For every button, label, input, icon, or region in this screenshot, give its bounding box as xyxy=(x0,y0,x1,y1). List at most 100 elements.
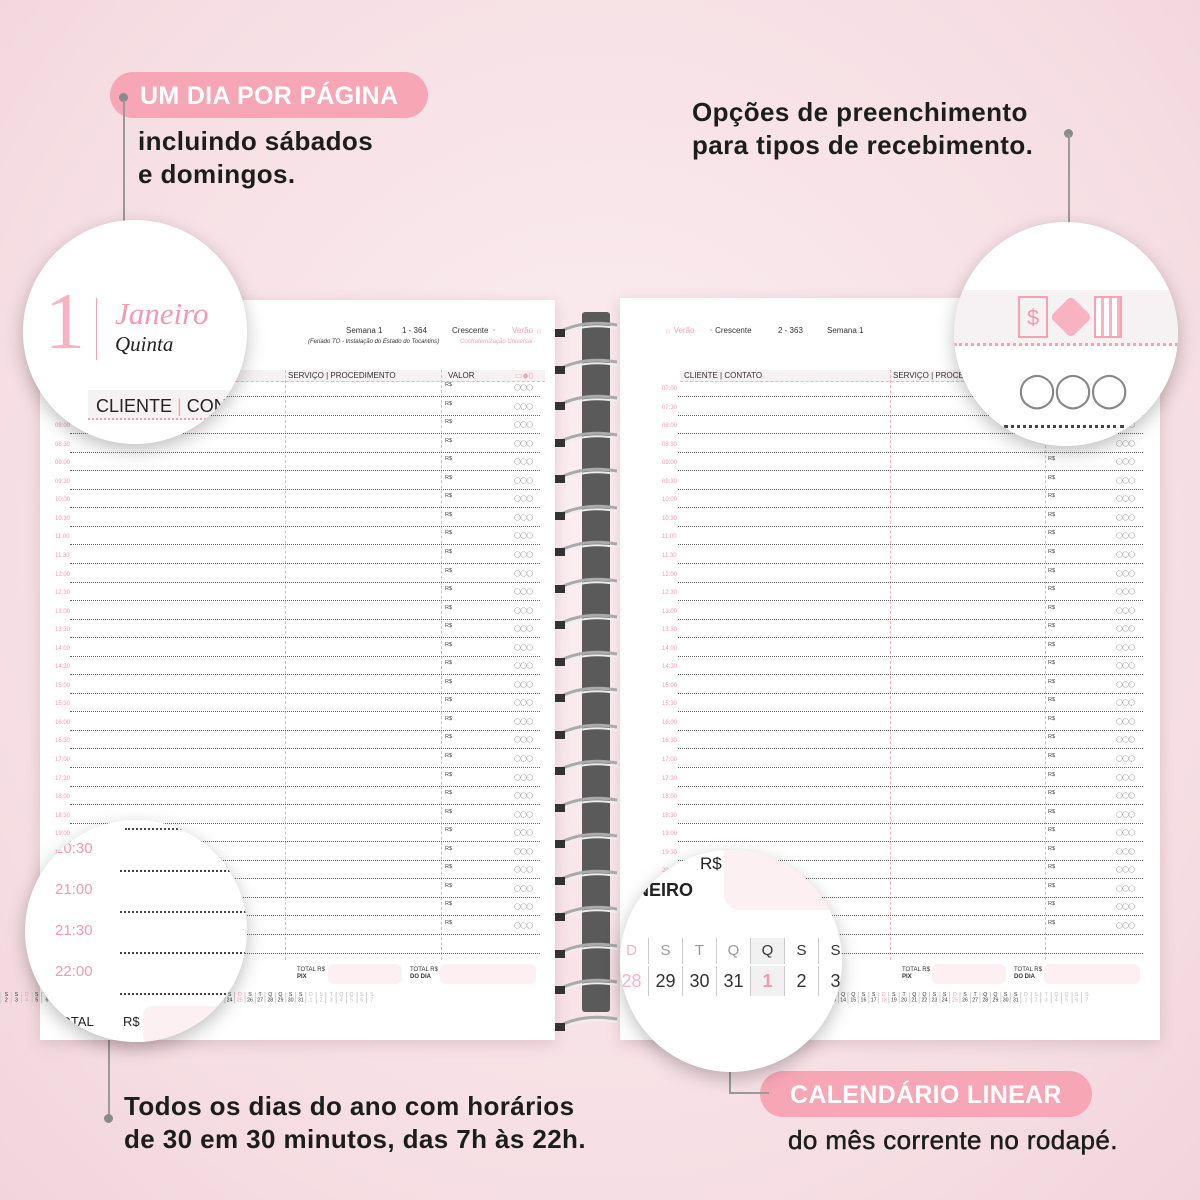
time-slot-row[interactable] xyxy=(70,396,540,397)
payment-checkboxes[interactable]: ◯◯◯ xyxy=(1116,607,1135,614)
time-slot-row[interactable] xyxy=(70,451,540,453)
calendar-day[interactable]: 6 xyxy=(1071,997,1081,1004)
time-slot-row[interactable] xyxy=(678,692,1143,694)
time-slot-row[interactable] xyxy=(678,581,1143,583)
payment-checkboxes[interactable]: ◯◯◯ xyxy=(514,644,533,651)
time-slot-row[interactable] xyxy=(70,414,540,416)
time-slot-row[interactable] xyxy=(70,804,540,806)
time-slot-row[interactable] xyxy=(678,878,1143,880)
time-slot-row[interactable] xyxy=(70,525,540,527)
time-slot-row[interactable] xyxy=(70,878,540,880)
time-slot-row[interactable] xyxy=(678,451,1143,453)
payment-checkboxes[interactable]: ◯◯◯ xyxy=(514,793,533,800)
calendar-day[interactable]: 26 xyxy=(244,997,254,1004)
time-slot-row[interactable] xyxy=(678,933,1143,935)
time-slot-row[interactable] xyxy=(678,748,1143,750)
calendar-day[interactable]: 6 xyxy=(356,997,366,1004)
time-slot-row[interactable] xyxy=(70,562,540,564)
payment-checkboxes[interactable]: ◯◯◯ xyxy=(1116,830,1135,837)
calendar-day[interactable]: 26 xyxy=(959,997,969,1004)
calendar-day[interactable]: 28 xyxy=(264,997,275,1004)
time-slot-row[interactable] xyxy=(678,544,1143,546)
payment-checkboxes[interactable]: ◯◯◯ xyxy=(1116,514,1135,521)
calendar-day[interactable]: 16 xyxy=(857,997,868,1004)
payment-checkboxes[interactable]: ◯◯◯ xyxy=(1116,867,1135,874)
payment-checkboxes[interactable]: ◯◯◯ xyxy=(514,533,533,540)
time-slot-row[interactable] xyxy=(678,896,1143,898)
payment-checkboxes[interactable]: ◯◯◯ xyxy=(514,570,533,577)
time-slot-row[interactable] xyxy=(678,915,1143,917)
payment-checkboxes[interactable]: ◯◯◯ xyxy=(1116,663,1135,670)
time-slot-row[interactable] xyxy=(70,711,540,713)
calendar-day[interactable]: 29 xyxy=(274,997,285,1004)
payment-checkboxes[interactable]: ◯◯◯ xyxy=(1116,589,1135,596)
calendar-day[interactable]: 3 xyxy=(1040,997,1051,1004)
calendar-day[interactable]: 25 xyxy=(234,997,244,1004)
calendar-day[interactable]: 14 xyxy=(837,997,848,1004)
calendar-day[interactable]: 5 xyxy=(1060,997,1071,1004)
calendar-day[interactable]: 29 xyxy=(648,966,682,996)
time-slot-row[interactable] xyxy=(70,767,540,768)
total-pix-field[interactable] xyxy=(932,964,1006,984)
time-slot-row[interactable] xyxy=(678,859,1143,861)
calendar-day[interactable]: 20 xyxy=(898,997,909,1004)
time-slot-row[interactable] xyxy=(70,692,540,694)
payment-checkboxes[interactable]: ◯◯◯ xyxy=(1116,533,1135,540)
payment-checkboxes[interactable]: ◯◯◯ xyxy=(1116,570,1135,577)
payment-checkboxes[interactable]: ◯◯◯ xyxy=(1116,793,1135,800)
payment-checkboxes[interactable]: ◯◯◯ xyxy=(1116,848,1135,855)
payment-checkboxes[interactable]: ◯◯◯ xyxy=(514,496,533,503)
calendar-day[interactable]: 30 xyxy=(1000,997,1010,1004)
calendar-day[interactable]: 1 xyxy=(750,966,784,996)
calendar-day[interactable]: 4 xyxy=(21,997,31,1004)
calendar-day[interactable]: 3 xyxy=(10,997,21,1004)
payment-checkboxes[interactable]: ◯◯◯ xyxy=(514,922,533,929)
payment-checkboxes[interactable]: ◯◯◯ xyxy=(514,885,533,892)
time-slot-row[interactable] xyxy=(678,488,1143,490)
time-slot-row[interactable] xyxy=(70,655,540,657)
time-slot-row[interactable] xyxy=(120,993,247,995)
payment-checkboxes[interactable]: ◯◯◯ xyxy=(1116,737,1135,744)
time-slot-row[interactable] xyxy=(70,859,540,861)
calendar-day[interactable]: 2 xyxy=(315,997,326,1004)
time-slot-row[interactable] xyxy=(120,952,247,954)
calendar-day[interactable]: 7 xyxy=(1081,997,1091,1004)
time-slot-row[interactable] xyxy=(70,637,540,639)
time-slot-row[interactable] xyxy=(678,841,1143,843)
payment-checkboxes[interactable]: ◯◯◯ xyxy=(1116,477,1135,484)
time-slot-row[interactable] xyxy=(678,396,1143,397)
time-slot-row[interactable] xyxy=(120,870,247,872)
payment-checkboxes[interactable]: ◯◯◯ xyxy=(1116,626,1135,633)
time-slot-row[interactable] xyxy=(70,822,540,824)
time-slot-row[interactable] xyxy=(70,748,540,750)
calendar-day[interactable]: 5 xyxy=(345,997,356,1004)
payment-checkboxes[interactable]: ◯◯◯ xyxy=(514,681,533,688)
time-slot-row[interactable] xyxy=(70,488,540,490)
time-slot-row[interactable] xyxy=(678,952,1143,954)
payment-checkboxes[interactable]: ◯◯◯ xyxy=(514,422,533,429)
calendar-day[interactable]: 30 xyxy=(285,997,295,1004)
calendar-day[interactable]: 4 xyxy=(335,997,346,1004)
payment-checkboxes[interactable]: ◯◯◯ xyxy=(1116,644,1135,651)
time-slot-row[interactable] xyxy=(70,507,540,509)
calendar-day[interactable]: 2 xyxy=(784,966,818,996)
payment-checkboxes[interactable]: ◯◯◯ xyxy=(514,848,533,855)
payment-checkboxes[interactable]: ◯◯◯ xyxy=(514,440,533,447)
calendar-day[interactable]: 19 xyxy=(888,997,898,1004)
calendar-day[interactable]: 18 xyxy=(878,997,888,1004)
calendar-day[interactable]: 7 xyxy=(366,997,376,1004)
calendar-day[interactable]: 24 xyxy=(224,997,234,1004)
calendar-day[interactable]: 3 xyxy=(818,966,842,996)
time-slot-row[interactable] xyxy=(70,841,540,843)
time-slot-row[interactable] xyxy=(678,767,1143,768)
time-slot-row[interactable] xyxy=(120,911,247,913)
calendar-day[interactable]: 3 xyxy=(325,997,336,1004)
calendar-day[interactable]: 2 xyxy=(1030,997,1041,1004)
calendar-day[interactable]: 15 xyxy=(847,997,858,1004)
payment-checkboxes[interactable]: ◯◯◯ xyxy=(514,718,533,725)
total-pix-field[interactable] xyxy=(328,964,402,984)
calendar-day[interactable]: 4 xyxy=(1050,997,1061,1004)
payment-checkboxes[interactable]: ◯◯◯ xyxy=(514,811,533,818)
calendar-day[interactable]: 31 xyxy=(1010,997,1020,1004)
payment-checkboxes[interactable]: ◯◯◯ xyxy=(1116,904,1135,911)
